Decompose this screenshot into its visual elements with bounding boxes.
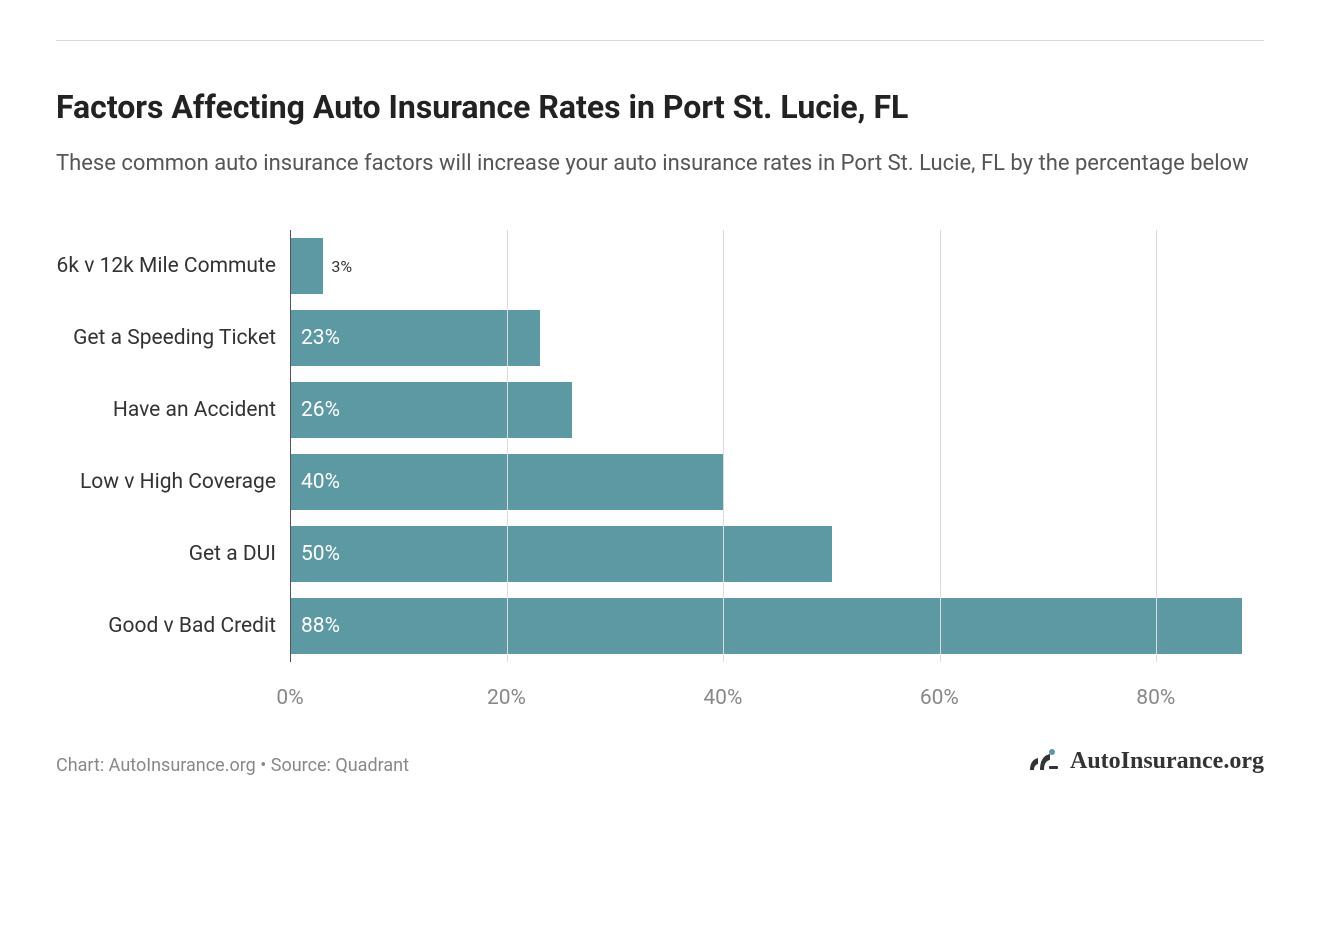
chart-subtitle: These common auto insurance factors will… bbox=[56, 147, 1264, 180]
y-axis-label: Have an Accident bbox=[56, 374, 290, 446]
brand-logo-icon bbox=[1026, 746, 1060, 776]
y-axis-labels: 6k v 12k Mile CommuteGet a Speeding Tick… bbox=[56, 230, 290, 662]
x-axis-tick: 60% bbox=[920, 686, 959, 710]
chart-container: Factors Affecting Auto Insurance Rates i… bbox=[0, 0, 1320, 806]
bar-row: 40% bbox=[291, 446, 1264, 518]
y-axis-label: Get a Speeding Ticket bbox=[56, 302, 290, 374]
bar-row: 50% bbox=[291, 518, 1264, 590]
plot-region: 3% 23% 26% 40% 50% 88% bbox=[290, 230, 1264, 662]
y-axis-label: Good v Bad Credit bbox=[56, 590, 290, 662]
chart-plot-area: 6k v 12k Mile CommuteGet a Speeding Tick… bbox=[56, 230, 1264, 662]
brand-block: AutoInsurance.org bbox=[1026, 746, 1264, 776]
x-axis-tick: 80% bbox=[1136, 686, 1175, 710]
brand-text: AutoInsurance.org bbox=[1070, 748, 1264, 775]
gridline bbox=[1156, 230, 1157, 662]
bar-row: 26% bbox=[291, 374, 1264, 446]
bar: 50% bbox=[291, 526, 832, 582]
bar-row: 3% bbox=[291, 230, 1264, 302]
bar-row: 88% bbox=[291, 590, 1264, 662]
chart-footer: Chart: AutoInsurance.org • Source: Quadr… bbox=[56, 746, 1264, 776]
y-axis-label: Get a DUI bbox=[56, 518, 290, 590]
y-axis-label: 6k v 12k Mile Commute bbox=[56, 230, 290, 302]
gridline bbox=[507, 230, 508, 662]
bar: 88% bbox=[291, 598, 1242, 654]
source-text: Chart: AutoInsurance.org • Source: Quadr… bbox=[56, 755, 409, 776]
x-axis-tick: 40% bbox=[703, 686, 742, 710]
bar-value-label: 3% bbox=[331, 257, 352, 276]
bar: 23% bbox=[291, 310, 540, 366]
x-axis-tick: 20% bbox=[487, 686, 526, 710]
chart-title: Factors Affecting Auto Insurance Rates i… bbox=[56, 87, 1264, 127]
bar: 26% bbox=[291, 382, 572, 438]
y-axis-label: Low v High Coverage bbox=[56, 446, 290, 518]
bar bbox=[291, 238, 323, 294]
gridline bbox=[723, 230, 724, 662]
bar-row: 23% bbox=[291, 302, 1264, 374]
x-axis: 0%20%40%60%80% bbox=[290, 678, 1264, 718]
gridline bbox=[940, 230, 941, 662]
top-divider bbox=[56, 40, 1264, 41]
x-axis-tick: 0% bbox=[276, 686, 303, 710]
bars-layer: 3% 23% 26% 40% 50% 88% bbox=[291, 230, 1264, 662]
